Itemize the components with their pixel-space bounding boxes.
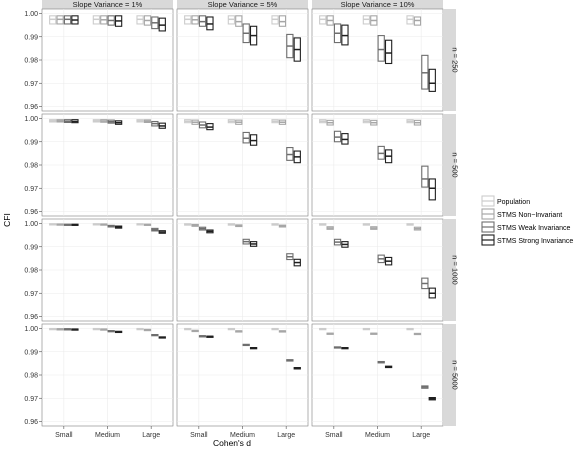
row-strip-label: n = 500: [451, 152, 460, 177]
y-tick-label: 0.96: [24, 104, 38, 111]
box: [428, 178, 436, 201]
box: [377, 35, 385, 62]
x-tick-label: Medium: [95, 432, 120, 439]
x-tick-label: Large: [277, 432, 295, 439]
row-strip: [444, 219, 456, 321]
x-tick-label: Small: [190, 432, 208, 439]
y-tick-label: 1.00: [24, 326, 38, 333]
y-axis-title: CFI: [2, 213, 12, 227]
column-strip: [42, 0, 173, 9]
facet-strips: Slope Variance = 1% Slope Variance = 5% Sl…: [42, 0, 460, 426]
y-tick-label: 0.98: [24, 58, 38, 65]
y-tick-label: 0.99: [24, 349, 38, 356]
row-strip: [444, 114, 456, 216]
box: [384, 39, 393, 65]
box: [428, 68, 436, 92]
y-tick-label: 0.98: [24, 268, 38, 275]
x-tick-label: Small: [55, 432, 73, 439]
x-axis-title: Cohen's d: [213, 438, 251, 448]
y-tick-label: 0.96: [24, 209, 38, 216]
facet-panels: [41, 8, 444, 427]
legend-label: STMS Non−Invariant: [497, 212, 562, 219]
y-tick-label: 0.97: [24, 81, 38, 88]
box: [421, 165, 429, 188]
row-strip: [444, 9, 456, 111]
y-tick-label: 0.96: [24, 419, 38, 426]
y-tick-label: 0.98: [24, 163, 38, 170]
x-tick-label: Large: [412, 432, 430, 439]
legend-label: Population: [497, 199, 530, 206]
y-tick-label: 1.00: [24, 116, 38, 123]
legend-label: STMS Strong Invariance: [497, 238, 573, 245]
column-strip: [312, 0, 443, 9]
y-tick-label: 0.97: [24, 291, 38, 298]
axes: 0.96 0.97 0.98 0.99 1.00 0.96 0.97 0.98 0.99 1.00…: [24, 11, 430, 439]
y-tick-label: 0.99: [24, 34, 38, 41]
y-tick-label: 0.97: [24, 396, 38, 403]
y-tick-label: 0.97: [24, 186, 38, 193]
column-strip: [177, 0, 308, 9]
row-strip: [444, 324, 456, 426]
column-strip-label: Slope Variance = 10%: [341, 0, 415, 9]
row-strip-label: n = 5000: [451, 360, 460, 389]
x-tick-label: Medium: [230, 432, 255, 439]
x-tick-label: Small: [325, 432, 343, 439]
legend: Population STMS Non−Invariant STMS Weak In…: [481, 195, 573, 246]
y-tick-label: 1.00: [24, 11, 38, 18]
x-tick-label: Medium: [365, 432, 390, 439]
y-tick-label: 0.96: [24, 314, 38, 321]
row-strip-label: n = 250: [451, 47, 460, 72]
column-strip-label: Slope Variance = 1%: [73, 0, 143, 9]
x-tick-label: Large: [142, 432, 160, 439]
y-tick-label: 0.99: [24, 244, 38, 251]
row-strip-label: n = 1000: [451, 255, 460, 284]
y-tick-label: 0.98: [24, 373, 38, 380]
legend-label: STMS Weak Invariance: [497, 225, 571, 232]
y-tick-label: 0.99: [24, 139, 38, 146]
column-strip-label: Slope Variance = 5%: [208, 0, 278, 9]
y-tick-label: 1.00: [24, 221, 38, 228]
box-marks: [49, 15, 436, 401]
